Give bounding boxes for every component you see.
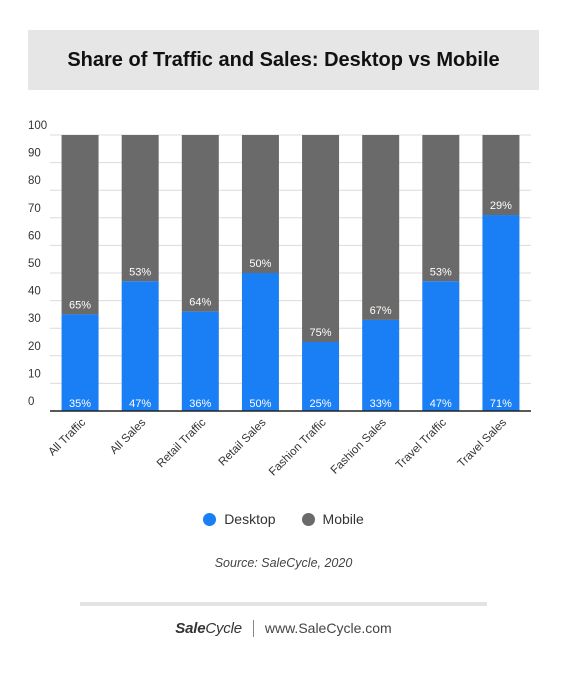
bar-mobile [422,135,460,282]
data-label-mobile: 29% [490,200,512,212]
data-label-mobile: 64% [189,297,211,309]
y-tick-label: 80 [28,175,41,187]
y-tick-label: 60 [28,230,41,242]
source-note: Source: SaleCycle, 2020 [214,556,353,570]
data-label-desktop: 71% [490,398,512,410]
y-tick-label: 30 [28,313,41,325]
x-tick-label: Retail Traffic [155,416,209,470]
data-label-desktop: 25% [310,398,332,410]
chart-title: Share of Traffic and Sales: Desktop vs M… [67,48,500,71]
y-tick-label: 100 [28,120,47,132]
x-tick-label: Travel Traffic [394,416,449,471]
bar-mobile [482,135,520,216]
y-tick-label: 20 [28,341,41,353]
bar-desktop [61,314,99,411]
data-label-desktop: 33% [370,398,392,410]
legend-item-desktop: Desktop [203,511,276,527]
bar-desktop [181,311,219,411]
data-label-mobile: 53% [430,266,452,278]
bar-desktop [482,215,520,411]
title-banner: Share of Traffic and Sales: Desktop vs M… [28,30,539,90]
salecycle-logo: SaleCycle [175,619,242,637]
legend-item-mobile: Mobile [301,511,364,527]
bar-desktop [302,342,340,411]
chart-legend: Desktop Mobile [0,508,567,530]
legend-label-desktop: Desktop [224,511,276,527]
footer-divider [80,602,487,606]
x-tick-label: All Traffic [46,416,88,458]
data-label-mobile: 50% [249,258,271,270]
bar-desktop [121,281,159,411]
x-tick-label: Travel Sales [456,416,510,470]
data-label-mobile: 65% [69,299,91,311]
footer: SaleCycle www.SaleCycle.com [0,617,567,639]
footer-separator [252,619,254,637]
bar-mobile [61,135,99,315]
y-tick-label: 0 [28,396,34,408]
y-tick-label: 10 [28,368,41,380]
legend-swatch-mobile [301,512,315,526]
legend-swatch-desktop [203,512,217,526]
bar-mobile [362,135,400,320]
y-tick-label: 90 [28,148,41,160]
y-tick-label: 50 [28,258,41,270]
data-label-mobile: 75% [310,327,332,339]
bar-mobile [241,135,279,273]
data-label-desktop: 35% [69,398,91,410]
data-label-desktop: 47% [129,398,151,410]
x-tick-label: Fashion Sales [329,416,389,476]
x-tick-label: All Sales [108,416,148,456]
legend-label-mobile: Mobile [322,511,364,527]
bar-desktop [362,319,400,411]
data-label-desktop: 36% [189,398,211,410]
bar-mobile [181,135,219,312]
data-label-mobile: 67% [370,305,392,317]
bar-mobile [121,135,159,282]
bar-desktop [422,281,460,411]
x-tick-label: Retail Sales [217,416,269,468]
x-tick-label: Fashion Traffic [267,416,329,478]
bar-desktop [241,273,279,411]
y-tick-label: 40 [28,286,41,298]
data-label-desktop: 47% [430,398,452,410]
y-tick-label: 70 [28,203,41,215]
data-label-desktop: 50% [249,398,271,410]
stacked-bar-chart: 0 10 20 30 40 50 60 70 80 90 100 65% 35% All Traffic 5… [28,120,531,478]
data-label-mobile: 53% [129,266,151,278]
bar-mobile [302,135,340,342]
footer-url[interactable]: www.SaleCycle.com [264,620,392,636]
